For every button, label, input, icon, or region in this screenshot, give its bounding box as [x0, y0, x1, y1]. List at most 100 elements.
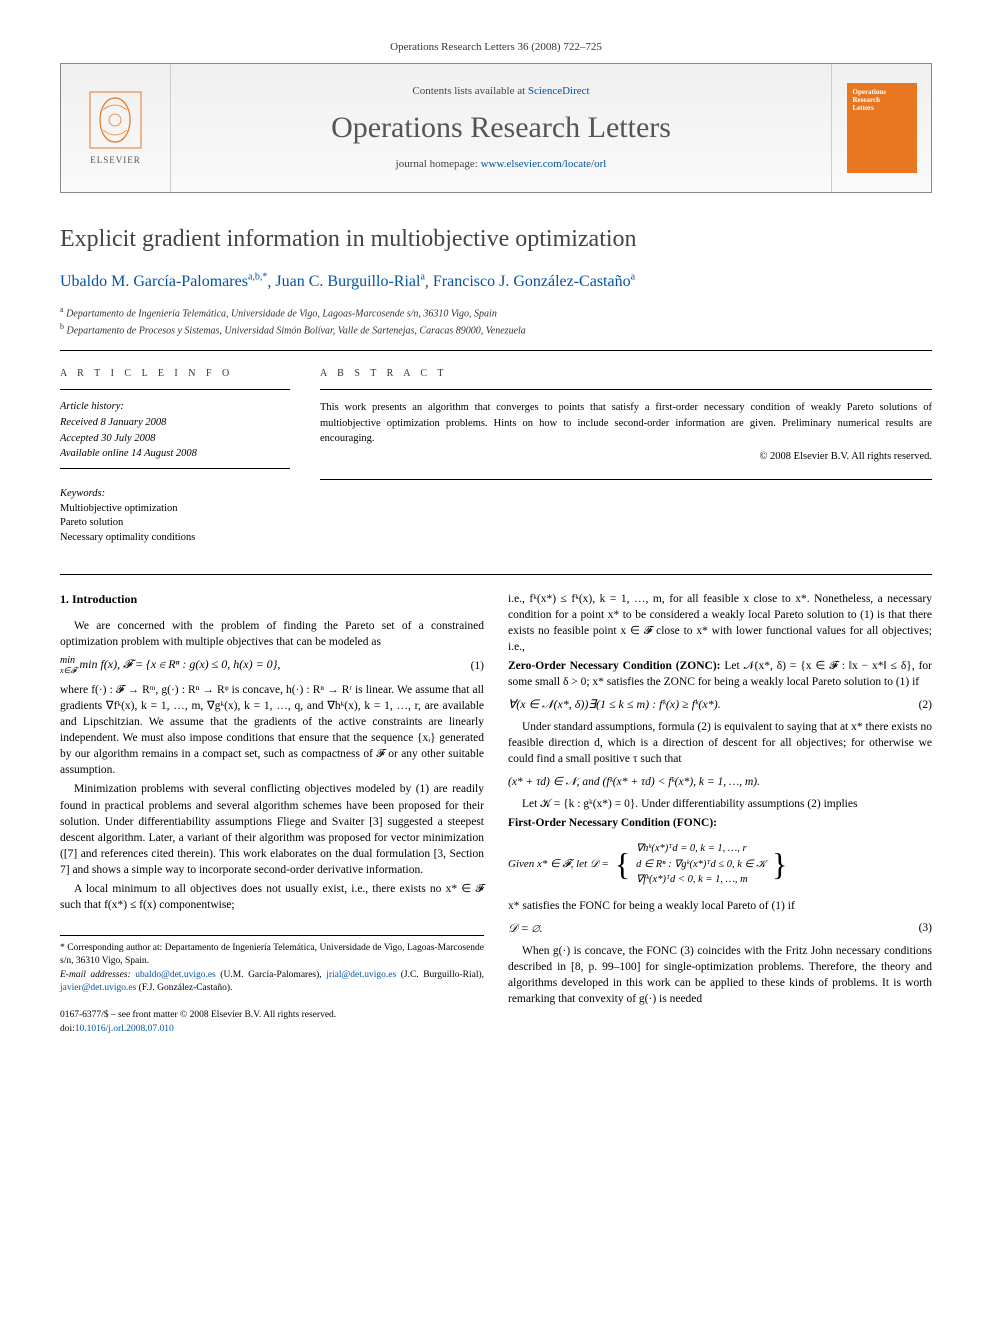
emails-label: E-mail addresses:	[60, 970, 131, 980]
affiliations: a Departamento de Ingeniería Telemática,…	[60, 304, 932, 339]
abstract-label: A B S T R A C T	[320, 367, 932, 381]
keyword-0: Multiobjective optimization	[60, 502, 290, 517]
author-0-marks: a,b,*	[248, 272, 267, 283]
journal-cover-icon: Operations Research Letters	[847, 83, 917, 173]
paragraph-3: Minimization problems with several confl…	[60, 781, 484, 878]
keywords-block: Keywords: Multiobjective optimization Pa…	[60, 487, 290, 546]
masthead-center: Contents lists available at ScienceDirec…	[171, 64, 831, 192]
doi-label: doi:	[60, 1024, 75, 1034]
eq1-body: minx∈𝓕 min f(x), 𝓕 = {x ∈ Rⁿ : g(x) ≤ 0,…	[60, 656, 280, 676]
journal-name: Operations Research Letters	[331, 107, 671, 149]
author-1-link[interactable]: Juan C. Burguillo-Rial	[275, 273, 420, 290]
homepage-line: journal homepage: www.elsevier.com/locat…	[396, 157, 607, 172]
author-1-marks: a	[420, 272, 424, 283]
keyword-1: Pareto solution	[60, 516, 290, 531]
author-2-link[interactable]: Francisco J. González-Castaño	[433, 273, 631, 290]
masthead: ELSEVIER Contents lists available at Sci…	[60, 63, 932, 193]
eq3-number: (3)	[919, 920, 932, 936]
author-0: Ubaldo M. García-Palomaresa,b,*	[60, 273, 267, 290]
affiliation-a: a Departamento de Ingeniería Telemática,…	[60, 304, 932, 321]
zonc-label: Zero-Order Necessary Condition (ZONC):	[508, 660, 720, 672]
fonc-definition: Given x* ∈ 𝓕, let 𝒟 = { ∇hᵏ(x*)ᵀd = 0, k…	[508, 841, 932, 888]
info-sep-1	[60, 389, 290, 390]
contents-available-line: Contents lists available at ScienceDirec…	[412, 84, 589, 99]
eq2-body: ∀(x ∈ 𝒩(x*, δ))∃(1 ≤ k ≤ m) : fᵏ(x) ≥ fᵏ…	[508, 696, 721, 713]
equation-1: minx∈𝓕 min f(x), 𝓕 = {x ∈ Rⁿ : g(x) ≤ 0,…	[60, 656, 484, 676]
doi-line: doi:10.1016/j.orl.2008.07.010	[60, 1023, 484, 1036]
paragraph-7: Let 𝒦 = {k : gᵏ(x*) = 0}. Under differen…	[508, 796, 932, 812]
cover-block: Operations Research Letters	[831, 64, 931, 192]
eq1-sub: x∈𝓕	[60, 666, 76, 675]
author-0-link[interactable]: Ubaldo M. García-Palomares	[60, 273, 248, 290]
elsevier-logo-icon	[88, 90, 143, 150]
history-received: Received 8 January 2008	[60, 416, 290, 431]
authors-line: Ubaldo M. García-Palomaresa,b,*, Juan C.…	[60, 271, 932, 294]
eq2-number: (2)	[919, 697, 932, 713]
corresponding-text: Corresponding author at: Departamento de…	[60, 943, 484, 966]
publisher-block: ELSEVIER	[61, 64, 171, 192]
equation-2: ∀(x ∈ 𝒩(x*, δ))∃(1 ≤ k ≤ m) : fᵏ(x) ≥ fᵏ…	[508, 696, 932, 713]
zonc-block: Zero-Order Necessary Condition (ZONC): L…	[508, 658, 932, 690]
contents-prefix: Contents lists available at	[412, 85, 527, 97]
aff-a-mark: a	[60, 305, 64, 314]
keywords-label: Keywords:	[60, 487, 290, 502]
footnotes: * Corresponding author at: Departamento …	[60, 935, 484, 1036]
keyword-2: Necessary optimality conditions	[60, 531, 290, 546]
separator-top	[60, 350, 932, 351]
info-abstract-row: A R T I C L E I N F O Article history: R…	[60, 367, 932, 546]
paragraph-9: When g(·) is concave, the FONC (3) coinc…	[508, 943, 932, 1007]
eq3-body: 𝒟 = ∅.	[508, 920, 543, 937]
separator-mid	[60, 574, 932, 575]
abstract-sep-bottom	[320, 479, 932, 480]
fonc-line3: ∇fᵏ(x*)ᵀd < 0, k = 1, …, m	[636, 872, 766, 888]
history-label: Article history:	[60, 400, 290, 415]
email-1[interactable]: jrial@det.uvigo.es	[326, 970, 396, 980]
author-2: Francisco J. González-Castañoa	[433, 273, 635, 290]
aff-b-text: Departamento de Procesos y Sistemas, Uni…	[67, 325, 526, 336]
eq-tau-body: (x* + τd) ∈ 𝒩, and (fᵏ(x* + τd) < fᵏ(x*)…	[508, 774, 760, 790]
doi-link[interactable]: 10.1016/j.orl.2008.07.010	[75, 1024, 174, 1034]
info-sep-2	[60, 468, 290, 469]
section-1-heading: 1. Introduction	[60, 591, 484, 608]
article-info-label: A R T I C L E I N F O	[60, 367, 290, 381]
email-2[interactable]: javier@det.uvigo.es	[60, 983, 136, 993]
aff-b-mark: b	[60, 322, 64, 331]
paragraph-6: Under standard assumptions, formula (2) …	[508, 719, 932, 767]
author-2-marks: a	[631, 272, 635, 283]
abstract-copyright: © 2008 Elsevier B.V. All rights reserved…	[320, 450, 932, 465]
fonc-label: First-Order Necessary Condition (FONC):	[508, 815, 932, 831]
email-0[interactable]: ubaldo@det.uvigo.es	[135, 970, 216, 980]
history-accepted: Accepted 30 July 2008	[60, 432, 290, 447]
homepage-prefix: journal homepage:	[396, 158, 481, 170]
article-info-column: A R T I C L E I N F O Article history: R…	[60, 367, 290, 546]
email-2-who: (F.J. González-Castaño)	[139, 983, 230, 993]
emails-line: E-mail addresses: ubaldo@det.uvigo.es (U…	[60, 969, 484, 996]
article-body: 1. Introduction We are concerned with th…	[60, 591, 932, 1036]
aff-a-text: Departamento de Ingeniería Telemática, U…	[66, 308, 497, 319]
page-citation: Operations Research Letters 36 (2008) 72…	[60, 40, 932, 55]
paragraph-5: i.e., fᵏ(x*) ≤ fᵏ(x), k = 1, …, m, for a…	[508, 591, 932, 655]
article-history: Article history: Received 8 January 2008…	[60, 400, 290, 462]
author-1: Juan C. Burguillo-Riala	[275, 273, 425, 290]
issn-line: 0167-6377/$ – see front matter © 2008 El…	[60, 1009, 484, 1022]
sciencedirect-link[interactable]: ScienceDirect	[528, 85, 590, 97]
fonc-line1: ∇hᵏ(x*)ᵀd = 0, k = 1, …, r	[636, 841, 766, 857]
email-0-who: (U.M. García-Palomares)	[220, 970, 319, 980]
cover-line3: Letters	[853, 105, 911, 113]
abstract-column: A B S T R A C T This work presents an al…	[320, 367, 932, 546]
fonc-line2: d ∈ Rⁿ : ∇gᵏ(x*)ᵀd ≤ 0, k ∈ 𝒦	[636, 857, 766, 873]
history-online: Available online 14 August 2008	[60, 447, 290, 462]
affiliation-b: b Departamento de Procesos y Sistemas, U…	[60, 321, 932, 338]
fonc-body: Given x* ∈ 𝓕, let 𝒟 = { ∇hᵏ(x*)ᵀd = 0, k…	[508, 841, 787, 888]
publisher-label: ELSEVIER	[90, 154, 141, 167]
eq1-number: (1)	[471, 658, 484, 674]
equation-3: 𝒟 = ∅. (3)	[508, 920, 932, 937]
email-1-who: (J.C. Burguillo-Rial)	[401, 970, 482, 980]
eq1-main: min f(x), 𝓕 = {x ∈ Rⁿ : g(x) ≤ 0, h(x) =…	[79, 657, 280, 671]
fonc-given: Given x* ∈ 𝓕, let 𝒟 =	[508, 857, 609, 872]
equation-tau: (x* + τd) ∈ 𝒩, and (fᵏ(x* + τd) < fᵏ(x*)…	[508, 774, 932, 790]
paragraph-4: A local minimum to all objectives does n…	[60, 881, 484, 913]
homepage-link[interactable]: www.elsevier.com/locate/orl	[481, 158, 607, 170]
paragraph-2: where f(·) : 𝓕 → Rᵐ, g(·) : Rⁿ → Rᵠ is c…	[60, 682, 484, 779]
article-title: Explicit gradient information in multiob…	[60, 223, 932, 257]
